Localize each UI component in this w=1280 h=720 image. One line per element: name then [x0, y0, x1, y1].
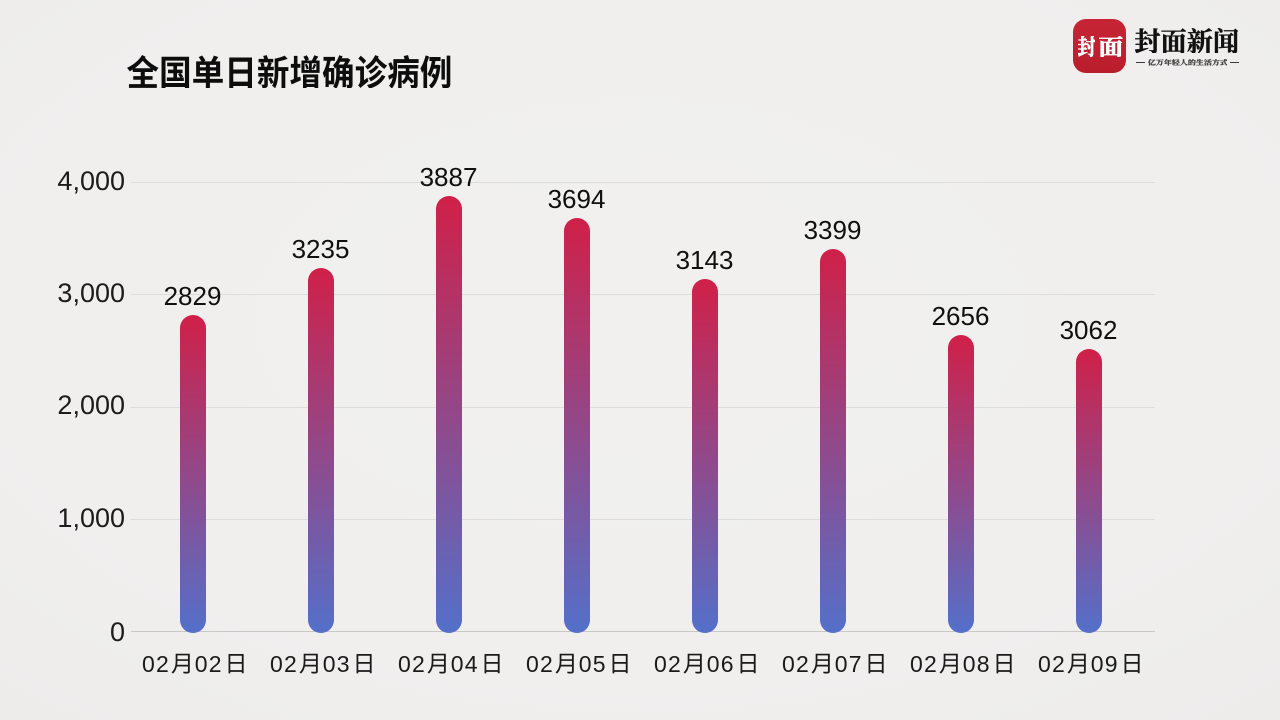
svg-text:07: 07 [835, 651, 863, 676]
svg-text:04: 04 [451, 651, 479, 676]
svg-text:02: 02 [526, 651, 554, 676]
svg-text:09: 09 [1091, 651, 1119, 676]
svg-text:02: 02 [782, 651, 810, 676]
svg-text:03: 03 [323, 651, 351, 676]
svg-text:02: 02 [270, 651, 298, 676]
svg-text:02: 02 [654, 651, 682, 676]
svg-text:08: 08 [963, 651, 991, 676]
svg-text:05: 05 [579, 651, 607, 676]
svg-text:02: 02 [142, 651, 170, 676]
svg-text:06: 06 [707, 651, 735, 676]
svg-text:02: 02 [910, 651, 938, 676]
svg-text:02: 02 [1038, 651, 1066, 676]
svg-text:02: 02 [398, 651, 426, 676]
svg-text:02: 02 [195, 651, 223, 676]
